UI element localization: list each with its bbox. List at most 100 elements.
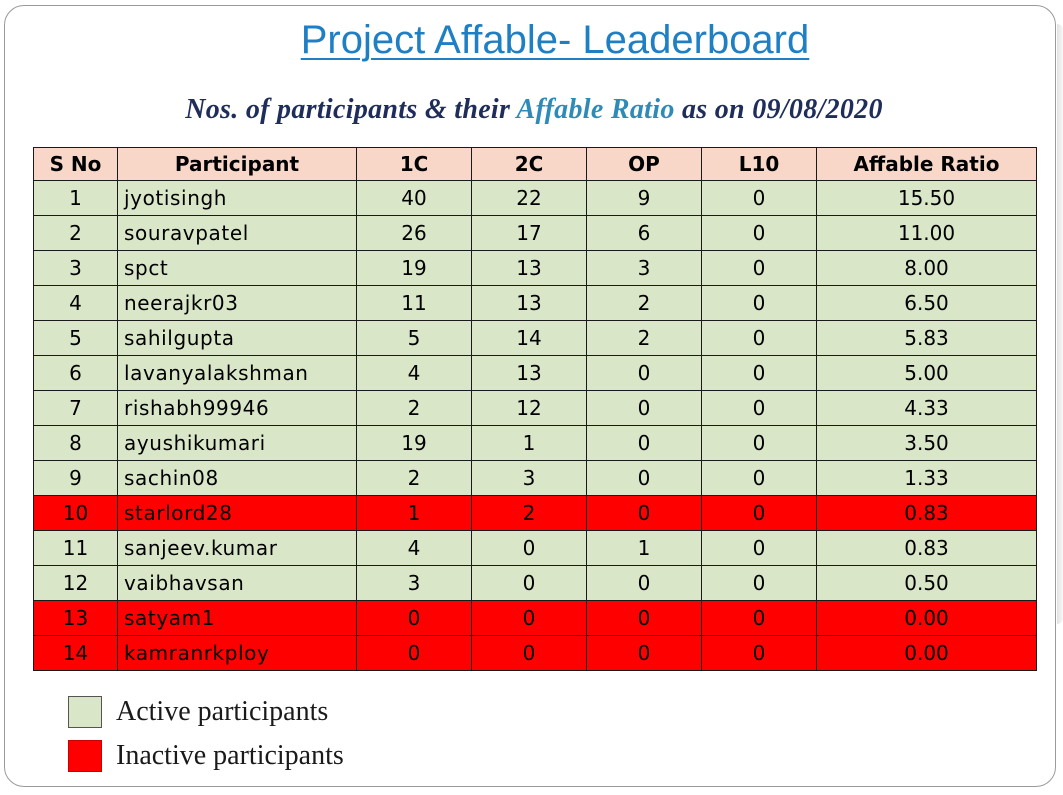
cell-participant: sanjeev.kumar (117, 530, 357, 566)
cell-l10: 0 (701, 250, 817, 286)
cell-op: 0 (586, 565, 702, 601)
cell-sno: 8 (33, 425, 118, 461)
table-row: 5 sahilgupta 5 14 2 0 5.83 (33, 320, 1037, 356)
cell-op: 6 (586, 215, 702, 251)
cell-2c: 13 (471, 250, 587, 286)
cell-2c: 12 (471, 390, 587, 426)
cell-sno: 5 (33, 320, 118, 356)
cell-participant: lavanyalakshman (117, 355, 357, 391)
cell-op: 0 (586, 390, 702, 426)
cell-participant: ayushikumari (117, 425, 357, 461)
table-row: 6 lavanyalakshman 4 13 0 0 5.00 (33, 355, 1037, 391)
cell-participant: satyam1 (117, 600, 357, 636)
cell-participant: kamranrkploy (117, 635, 357, 671)
cell-sno: 14 (33, 635, 118, 671)
cell-1c: 0 (356, 635, 472, 671)
header-sno: S No (33, 147, 118, 181)
page-title: Project Affable- Leaderboard (300, 18, 810, 62)
cell-affable-ratio: 0.83 (816, 530, 1037, 566)
subtitle-prefix: Nos. of participants & their (185, 94, 517, 125)
header-2c: 2C (471, 147, 587, 181)
cell-l10: 0 (701, 180, 817, 216)
cell-op: 9 (586, 180, 702, 216)
leaderboard-table: S No Participant 1C 2C OP L10 Affable Ra… (33, 147, 1037, 671)
cell-affable-ratio: 15.50 (816, 180, 1037, 216)
table-header-row: S No Participant 1C 2C OP L10 Affable Ra… (33, 147, 1037, 181)
cell-1c: 2 (356, 460, 472, 496)
table-row: 4 neerajkr03 11 13 2 0 6.50 (33, 285, 1037, 321)
cell-sno: 11 (33, 530, 118, 566)
cell-1c: 4 (356, 530, 472, 566)
table-body: 1 jyotisingh 40 22 9 0 15.50 2 souravpatel 26 17 6 0… (33, 180, 1037, 671)
cell-l10: 0 (701, 600, 817, 636)
cell-affable-ratio: 5.00 (816, 355, 1037, 391)
cell-op: 0 (586, 635, 702, 671)
table-row: 14 kamranrkploy 0 0 0 0 0.00 (33, 635, 1037, 671)
cell-sno: 10 (33, 495, 118, 531)
header-participant: Participant (117, 147, 357, 181)
cell-2c: 17 (471, 215, 587, 251)
cell-2c: 13 (471, 355, 587, 391)
cell-1c: 19 (356, 425, 472, 461)
cell-affable-ratio: 3.50 (816, 425, 1037, 461)
table-row: 3 spct 19 13 3 0 8.00 (33, 250, 1037, 286)
cell-affable-ratio: 0.83 (816, 495, 1037, 531)
cell-op: 2 (586, 320, 702, 356)
cell-participant: starlord28 (117, 495, 357, 531)
cell-2c: 0 (471, 600, 587, 636)
cell-op: 0 (586, 355, 702, 391)
cell-affable-ratio: 0.00 (816, 635, 1037, 671)
cell-1c: 26 (356, 215, 472, 251)
cell-2c: 2 (471, 495, 587, 531)
cell-2c: 0 (471, 565, 587, 601)
cell-participant: sahilgupta (117, 320, 357, 356)
header-op: OP (586, 147, 702, 181)
cell-sno: 6 (33, 355, 118, 391)
cell-l10: 0 (701, 285, 817, 321)
table-row: 2 souravpatel 26 17 6 0 11.00 (33, 215, 1037, 251)
cell-op: 3 (586, 250, 702, 286)
cell-l10: 0 (701, 495, 817, 531)
cell-participant: spct (117, 250, 357, 286)
table-row: 13 satyam1 0 0 0 0 0.00 (33, 600, 1037, 636)
cell-1c: 4 (356, 355, 472, 391)
cell-op: 0 (586, 495, 702, 531)
header-1c: 1C (356, 147, 472, 181)
slide-edge-shadow (1057, 24, 1063, 624)
cell-2c: 3 (471, 460, 587, 496)
cell-l10: 0 (701, 390, 817, 426)
cell-affable-ratio: 0.50 (816, 565, 1037, 601)
cell-l10: 0 (701, 460, 817, 496)
cell-affable-ratio: 0.00 (816, 600, 1037, 636)
cell-sno: 7 (33, 390, 118, 426)
cell-participant: rishabh99946 (117, 390, 357, 426)
cell-sno: 2 (33, 215, 118, 251)
table-row: 11 sanjeev.kumar 4 0 1 0 0.83 (33, 530, 1037, 566)
cell-1c: 5 (356, 320, 472, 356)
cell-l10: 0 (701, 530, 817, 566)
table-row: 9 sachin08 2 3 0 0 1.33 (33, 460, 1037, 496)
cell-2c: 13 (471, 285, 587, 321)
cell-sno: 9 (33, 460, 118, 496)
cell-1c: 3 (356, 565, 472, 601)
cell-sno: 13 (33, 600, 118, 636)
cell-1c: 1 (356, 495, 472, 531)
cell-affable-ratio: 8.00 (816, 250, 1037, 286)
active-swatch (68, 696, 102, 728)
cell-participant: sachin08 (117, 460, 357, 496)
cell-affable-ratio: 11.00 (816, 215, 1037, 251)
page-subtitle: Nos. of participants & their Affable Rat… (0, 94, 1063, 126)
cell-2c: 22 (471, 180, 587, 216)
header-l10: L10 (701, 147, 817, 181)
cell-l10: 0 (701, 215, 817, 251)
cell-1c: 40 (356, 180, 472, 216)
cell-affable-ratio: 1.33 (816, 460, 1037, 496)
cell-1c: 2 (356, 390, 472, 426)
inactive-swatch (68, 740, 102, 772)
cell-2c: 0 (471, 530, 587, 566)
cell-sno: 3 (33, 250, 118, 286)
cell-affable-ratio: 6.50 (816, 285, 1037, 321)
cell-l10: 0 (701, 355, 817, 391)
cell-participant: neerajkr03 (117, 285, 357, 321)
cell-1c: 0 (356, 600, 472, 636)
